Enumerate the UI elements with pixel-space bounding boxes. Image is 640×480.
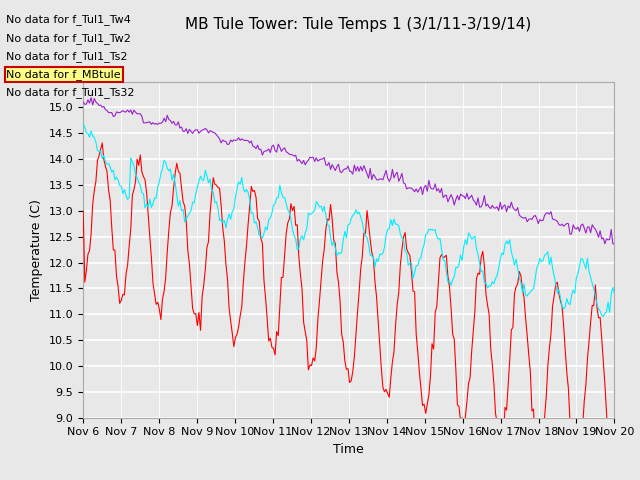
Text: No data for f_Tul1_Ts2: No data for f_Tul1_Ts2	[6, 51, 128, 62]
Y-axis label: Temperature (C): Temperature (C)	[30, 199, 43, 300]
Text: No data for f_Tul1_Tw2: No data for f_Tul1_Tw2	[6, 33, 131, 44]
Text: No data for f_MBtule: No data for f_MBtule	[6, 69, 121, 80]
Text: No data for f_Tul1_Tw4: No data for f_Tul1_Tw4	[6, 14, 131, 25]
X-axis label: Time: Time	[333, 443, 364, 456]
Text: MB Tule Tower: Tule Temps 1 (3/1/11-3/19/14): MB Tule Tower: Tule Temps 1 (3/1/11-3/19…	[185, 17, 532, 32]
Text: No data for f_Tul1_Ts32: No data for f_Tul1_Ts32	[6, 87, 135, 98]
